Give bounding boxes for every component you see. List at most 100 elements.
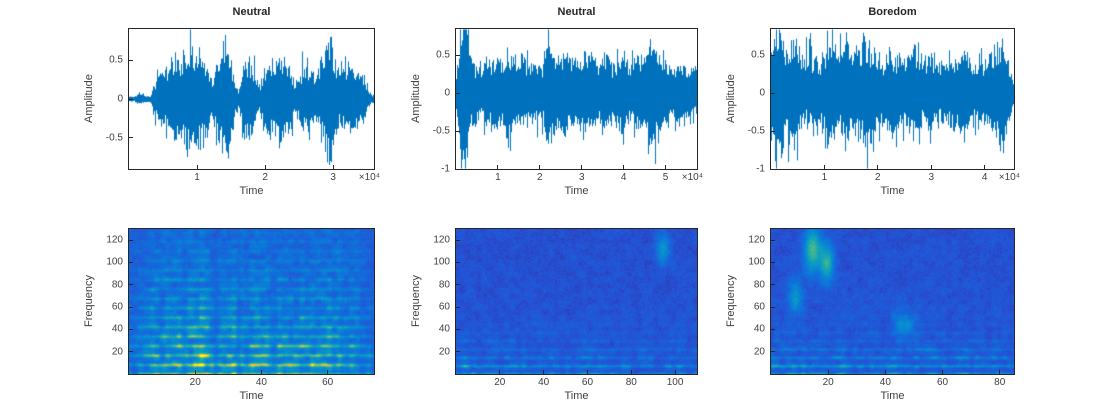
y-tick-mark	[456, 168, 460, 170]
y-tick-label: -1	[441, 163, 450, 175]
y-tick-label: 0	[117, 93, 123, 105]
y-tick-label: -0.5	[432, 125, 450, 137]
y-tick-mark	[771, 54, 775, 56]
x-tick-label: 5	[662, 172, 669, 183]
x-tick-label: 3	[578, 172, 585, 183]
y-tick-label: 100	[106, 256, 123, 268]
subplot-spectrogram-2: Frequency Time 20 40 60 80 100 20 40 60 80 100 120	[410, 228, 698, 402]
y-tick-mark	[456, 130, 460, 132]
x-tick-label: 100	[666, 377, 684, 388]
spectrogram-canvas	[129, 229, 374, 374]
y-tick-label: 80	[111, 279, 123, 291]
x-tick-label: 2	[262, 172, 268, 183]
x-tick-mark	[877, 165, 879, 169]
y-tick-label: 60	[438, 301, 450, 313]
y-tick-label: 0.5	[436, 49, 450, 61]
y-tick-label: -1	[756, 163, 765, 175]
y-tick-label: 0	[444, 87, 450, 99]
x-tick-mark	[497, 165, 499, 169]
y-tick-mark	[456, 306, 460, 308]
x-tick-mark	[581, 165, 583, 169]
x-axis-label: Time	[564, 185, 589, 197]
y-tick-label: 120	[433, 234, 450, 246]
x-tick-mark	[827, 370, 829, 374]
waveform-canvas	[456, 29, 697, 169]
y-tick-mark	[771, 130, 775, 132]
y-tick-mark	[129, 261, 133, 263]
x-axis-label: Time	[239, 185, 264, 197]
waveform-canvas	[771, 29, 1014, 169]
x-tick-mark	[942, 370, 944, 374]
x-tick-label: 60	[936, 377, 949, 388]
y-tick-label: 100	[433, 256, 450, 268]
y-tick-mark	[129, 239, 133, 241]
y-tick-mark	[129, 284, 133, 286]
y-tick-mark	[771, 284, 775, 286]
y-tick-mark	[129, 351, 133, 353]
x-tick-mark	[196, 165, 198, 169]
x-tick-label: 40	[255, 377, 267, 388]
x-axis-label: Time	[564, 390, 589, 402]
x-tick-label: 1	[495, 172, 501, 183]
x-tick-mark	[543, 370, 545, 374]
y-tick-mark	[771, 306, 775, 308]
x-tick-mark	[999, 370, 1001, 374]
plot-title: Neutral	[232, 6, 271, 18]
x-tick-mark	[884, 370, 886, 374]
subplot-spectrogram-1: Frequency Time 20 40 60 20 40 60 80 100 120	[83, 228, 375, 402]
y-tick-label: 40	[438, 323, 450, 335]
x-tick-label: 2	[537, 172, 543, 183]
x-tick-label: 4	[620, 172, 627, 183]
y-tick-label: 0.5	[751, 49, 765, 61]
x-axis-exponent: ×10⁴	[681, 172, 703, 183]
y-tick-mark	[771, 92, 775, 94]
y-tick-label: 40	[111, 323, 123, 335]
x-axis-label: Time	[880, 185, 905, 197]
x-tick-label: 20	[189, 377, 201, 388]
x-tick-mark	[623, 165, 625, 169]
y-tick-mark	[456, 54, 460, 56]
x-tick-label: 4	[981, 172, 988, 183]
x-tick-mark	[674, 370, 676, 374]
x-tick-label: 3	[330, 172, 336, 183]
waveform-canvas	[129, 29, 374, 169]
spectrogram-canvas	[456, 229, 697, 374]
x-tick-label: 60	[581, 377, 594, 388]
y-tick-label: 20	[111, 346, 123, 358]
y-tick-mark	[771, 168, 775, 170]
x-tick-mark	[930, 165, 932, 169]
y-tick-mark	[456, 239, 460, 241]
x-tick-label: 40	[538, 377, 550, 388]
y-tick-mark	[456, 328, 460, 330]
x-tick-label: 80	[994, 377, 1006, 388]
x-tick-mark	[332, 165, 334, 169]
y-tick-label: -0.5	[747, 125, 765, 137]
subplot-waveform-boredom: Boredom Amplitude Time ×10⁴ 1 2 3 4 -1 -0.5 0 0…	[725, 6, 1020, 197]
y-axis-label: Frequency	[725, 275, 737, 328]
x-tick-mark	[665, 165, 667, 169]
x-axis-exponent: ×10⁴	[998, 172, 1020, 183]
x-tick-label: 1	[194, 172, 200, 183]
y-tick-label: 120	[106, 234, 123, 246]
x-tick-label: 60	[322, 377, 334, 388]
x-axis-label: Time	[239, 390, 264, 402]
y-tick-label: 0	[759, 87, 765, 99]
plot-title: Neutral	[557, 6, 596, 18]
y-tick-label: -0.5	[105, 132, 123, 144]
subplot-waveform-neutral-1: Neutral Amplitude Time ×10⁴ 1 2 3 -0.5 0 0.5	[83, 6, 380, 197]
x-tick-label: 2	[875, 172, 881, 183]
y-tick-mark	[129, 137, 133, 139]
y-axis-label: Frequency	[410, 275, 422, 328]
x-tick-mark	[327, 370, 329, 374]
y-tick-mark	[129, 98, 133, 100]
y-axis-label: Amplitude	[83, 74, 95, 124]
y-axis-label: Amplitude	[725, 74, 737, 124]
x-tick-mark	[194, 370, 196, 374]
x-tick-label: 80	[625, 377, 637, 388]
y-tick-mark	[771, 261, 775, 263]
plot-title: Boredom	[868, 6, 917, 18]
y-tick-label: 60	[753, 301, 765, 313]
x-tick-mark	[984, 165, 986, 169]
y-tick-label: 0.5	[109, 54, 123, 66]
